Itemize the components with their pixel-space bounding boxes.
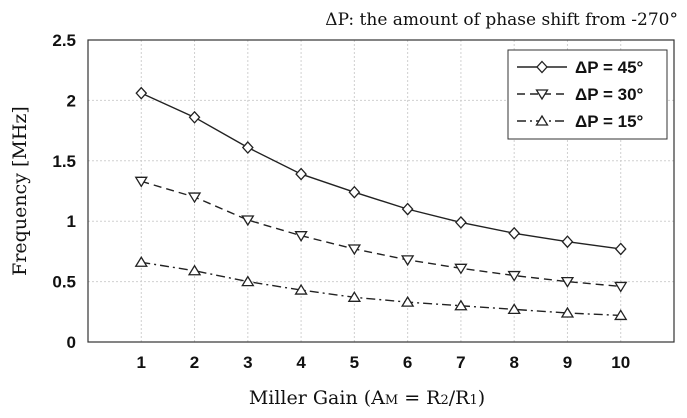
x-axis-label-sub-m: M <box>385 393 398 408</box>
data-point <box>241 215 255 227</box>
x-axis-label-sub-2: 2 <box>440 393 448 408</box>
data-point <box>400 255 415 267</box>
y-tick-label: 1.5 <box>52 152 76 171</box>
y-tick-label: 2 <box>67 91 76 110</box>
data-point <box>507 303 521 315</box>
x-axis-label-sub-1: 1 <box>469 393 477 408</box>
legend-entry-1: ΔP = 45° <box>517 58 644 77</box>
data-point <box>614 309 628 321</box>
x-tick-label: 3 <box>243 353 252 372</box>
series-line <box>140 92 621 250</box>
series-3 <box>134 256 628 321</box>
x-tick-label: 2 <box>190 353 199 372</box>
y-tick-label: 1 <box>67 212 76 231</box>
data-point <box>295 167 307 181</box>
data-point <box>401 202 414 216</box>
y-axis-label: Frequency [MHz] <box>9 106 31 276</box>
y-tick-labels: 0 0.5 1 1.5 2 2.5 <box>52 31 76 352</box>
data-point <box>508 226 521 240</box>
legend-entry-3: ΔP = 15° <box>517 112 644 131</box>
series-line <box>141 261 621 317</box>
x-tick-label: 6 <box>403 353 412 372</box>
x-axis-label-slash: /R <box>449 387 470 409</box>
data-point <box>347 291 362 302</box>
legend-label: ΔP = 45° <box>575 58 644 77</box>
series-group <box>134 86 628 321</box>
x-tick-label: 8 <box>509 353 518 372</box>
data-point <box>614 281 628 293</box>
data-point <box>400 295 415 307</box>
data-point <box>294 283 308 295</box>
legend-marker <box>535 89 549 101</box>
plot-frame <box>87 39 675 343</box>
data-point <box>187 264 202 276</box>
data-point <box>241 275 255 287</box>
data-point <box>454 263 468 275</box>
legend-entry-2: ΔP = 30° <box>517 85 644 104</box>
data-point <box>347 244 362 256</box>
data-point <box>134 176 148 188</box>
legend: ΔP = 45° ΔP = 30° ΔP = 15° <box>507 49 668 140</box>
data-point <box>507 270 521 282</box>
data-point <box>561 235 574 249</box>
data-point <box>241 141 254 154</box>
data-point <box>187 192 202 204</box>
x-tick-label: 9 <box>563 353 572 372</box>
x-tick-label: 7 <box>456 353 465 372</box>
data-point <box>294 231 308 242</box>
data-point <box>135 86 148 100</box>
x-axis-label-main: Miller Gain (A <box>249 387 385 409</box>
data-point <box>560 276 575 288</box>
x-axis-label-mid: = R <box>398 387 441 409</box>
data-point <box>188 110 201 124</box>
data-point <box>348 185 361 199</box>
x-tick-label: 4 <box>296 353 306 372</box>
x-tick-label: 5 <box>350 353 359 372</box>
data-point <box>134 256 148 267</box>
legend-label: ΔP = 30° <box>575 85 644 104</box>
y-tick-label: 0 <box>67 333 76 352</box>
series-2 <box>134 176 628 293</box>
x-tick-labels: 1 2 3 4 5 6 7 8 9 10 <box>137 353 631 372</box>
y-tick-label: 0.5 <box>52 273 76 292</box>
legend-marker <box>536 60 548 74</box>
series-line <box>141 180 621 288</box>
phase-shift-annotation: ΔP: the amount of phase shift from -270° <box>325 10 678 30</box>
series-1 <box>135 86 627 256</box>
x-tick-label: 10 <box>611 353 630 372</box>
x-axis-label-end: ) <box>478 387 485 409</box>
data-point <box>560 306 575 318</box>
legend-label: ΔP = 15° <box>575 112 644 131</box>
y-tick-label: 2.5 <box>52 31 76 50</box>
data-point <box>455 215 467 229</box>
x-tick-label: 1 <box>137 353 146 372</box>
data-point <box>454 299 468 311</box>
data-point <box>614 242 627 256</box>
x-axis-label: Miller Gain (AM = R2/R1) <box>249 387 485 409</box>
legend-marker <box>535 114 549 126</box>
